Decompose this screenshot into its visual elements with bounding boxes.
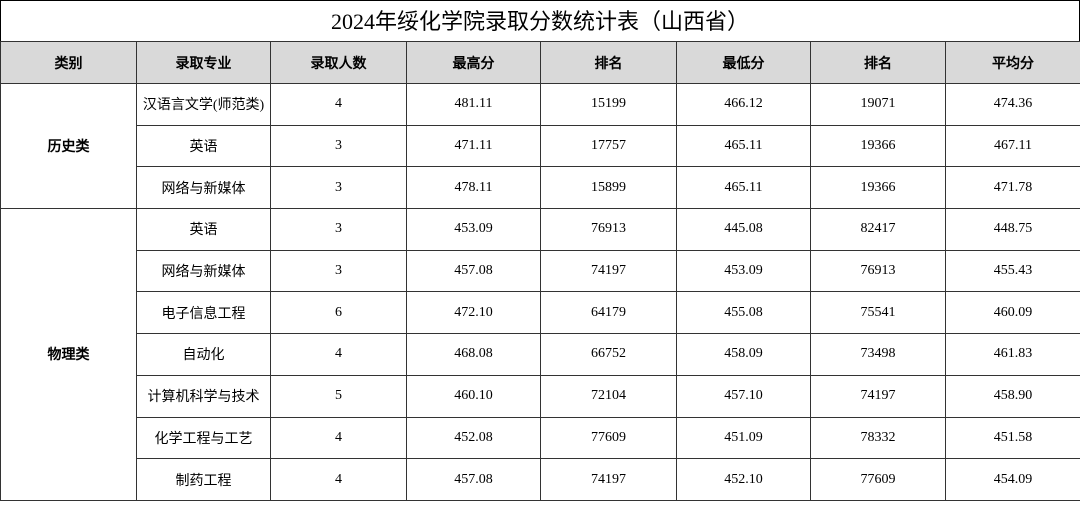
table-cell: 英语 <box>136 124 271 168</box>
column-header: 平均分 <box>945 41 1080 84</box>
table-cell: 452.10 <box>676 458 811 501</box>
table-cell: 15199 <box>540 83 677 126</box>
column-header: 类别 <box>0 41 137 84</box>
table-cell: 478.11 <box>406 166 541 210</box>
score-table: 类别 录取专业 录取人数 最高分 排名 最低分 排名 平均分 历史类 汉语言文学(师范类) 4 48… <box>0 41 1080 501</box>
table-row: 英语 3 471.11 17757 465.11 19366 467.11 <box>1 124 1080 168</box>
table-cell: 454.09 <box>945 458 1080 501</box>
table-cell: 457.10 <box>676 374 811 418</box>
table-cell: 自动化 <box>136 333 271 376</box>
column-header: 排名 <box>810 41 946 84</box>
column-header: 最高分 <box>406 41 541 84</box>
table-row: 物理类 英语 3 453.09 76913 445.08 82417 448.75 <box>0 208 1080 501</box>
table-row: 网络与新媒体 3 478.11 15899 465.11 19366 471.78 <box>1 166 1080 210</box>
table-cell: 73498 <box>810 333 946 376</box>
table-cell: 77609 <box>810 458 946 501</box>
table-cell: 3 <box>270 249 407 293</box>
table-cell: 4 <box>270 333 407 376</box>
table-title: 2024年绥化学院录取分数统计表（山西省） <box>0 0 1080 41</box>
table-row: 制药工程 4 457.08 74197 452.10 77609 454.09 <box>1 458 1080 501</box>
table-cell: 5 <box>270 374 407 418</box>
table-cell: 17757 <box>540 124 677 168</box>
table-cell: 458.90 <box>945 374 1080 418</box>
table-cell: 461.83 <box>945 333 1080 376</box>
table-cell: 英语 <box>136 208 271 251</box>
table-cell: 468.08 <box>406 333 541 376</box>
table-cell: 4 <box>270 83 407 126</box>
table-cell: 74197 <box>540 458 677 501</box>
table-cell: 77609 <box>540 416 677 460</box>
table-cell: 15899 <box>540 166 677 210</box>
table-cell: 4 <box>270 458 407 501</box>
table-cell: 19366 <box>810 166 946 210</box>
table-cell: 网络与新媒体 <box>136 166 271 210</box>
table-cell: 465.11 <box>676 166 811 210</box>
table-body: 历史类 汉语言文学(师范类) 4 481.11 15199 466.12 19071 474.… <box>0 82 1080 501</box>
table-cell: 75541 <box>810 291 946 335</box>
column-header: 排名 <box>540 41 677 84</box>
table-cell: 471.11 <box>406 124 541 168</box>
table-cell: 452.08 <box>406 416 541 460</box>
table-row: 历史类 汉语言文学(师范类) 4 481.11 15199 466.12 19071 474.… <box>0 82 1080 210</box>
table-cell: 445.08 <box>676 208 811 251</box>
table-cell: 465.11 <box>676 124 811 168</box>
table-cell: 6 <box>270 291 407 335</box>
table-cell: 19071 <box>810 83 946 126</box>
table-cell: 74197 <box>810 374 946 418</box>
table-cell: 72104 <box>540 374 677 418</box>
table-cell: 474.36 <box>945 83 1080 126</box>
table-row: 网络与新媒体 3 457.08 74197 453.09 76913 455.43 <box>1 249 1080 293</box>
category-cell: 历史类 <box>0 82 137 210</box>
table-cell: 计算机科学与技术 <box>136 374 271 418</box>
table-cell: 466.12 <box>676 83 811 126</box>
table-cell: 66752 <box>540 333 677 376</box>
column-header: 录取专业 <box>136 41 271 84</box>
table-cell: 458.09 <box>676 333 811 376</box>
table-cell: 472.10 <box>406 291 541 335</box>
table-cell: 化学工程与工艺 <box>136 416 271 460</box>
table-cell: 455.43 <box>945 249 1080 293</box>
table-cell: 64179 <box>540 291 677 335</box>
table-row: 自动化 4 468.08 66752 458.09 73498 461.83 <box>1 333 1080 376</box>
table-cell: 制药工程 <box>136 458 271 501</box>
column-header: 录取人数 <box>270 41 407 84</box>
table-cell: 453.09 <box>676 249 811 293</box>
table-cell: 460.09 <box>945 291 1080 335</box>
table-cell: 电子信息工程 <box>136 291 271 335</box>
table-row: 计算机科学与技术 5 460.10 72104 457.10 74197 458.90 <box>1 374 1080 418</box>
table-cell: 4 <box>270 416 407 460</box>
table-cell: 76913 <box>810 249 946 293</box>
table-row: 化学工程与工艺 4 452.08 77609 451.09 78332 451.58 <box>1 416 1080 460</box>
table-cell: 455.08 <box>676 291 811 335</box>
column-header: 最低分 <box>676 41 811 84</box>
table-cell: 457.08 <box>406 458 541 501</box>
table-cell: 汉语言文学(师范类) <box>136 83 271 126</box>
table-row: 电子信息工程 6 472.10 64179 455.08 75541 460.09 <box>1 291 1080 335</box>
table-cell: 471.78 <box>945 166 1080 210</box>
table-cell: 467.11 <box>945 124 1080 168</box>
table-cell: 3 <box>270 166 407 210</box>
table-cell: 3 <box>270 208 407 251</box>
table-cell: 78332 <box>810 416 946 460</box>
table-cell: 3 <box>270 124 407 168</box>
table-cell: 457.08 <box>406 249 541 293</box>
category-cell: 物理类 <box>0 208 137 501</box>
table-cell: 19366 <box>810 124 946 168</box>
table-cell: 453.09 <box>406 208 541 251</box>
page: 2024年绥化学院录取分数统计表（山西省） 类别 录取专业 录取人数 最高分 排名 最低分… <box>0 0 1080 501</box>
table-cell: 448.75 <box>945 208 1080 251</box>
header-row: 类别 录取专业 录取人数 最高分 排名 最低分 排名 平均分 <box>0 41 1080 84</box>
table-cell: 74197 <box>540 249 677 293</box>
table-cell: 网络与新媒体 <box>136 249 271 293</box>
table-cell: 451.58 <box>945 416 1080 460</box>
table-cell: 76913 <box>540 208 677 251</box>
table-cell: 451.09 <box>676 416 811 460</box>
table-cell: 460.10 <box>406 374 541 418</box>
table-cell: 481.11 <box>406 83 541 126</box>
table-cell: 82417 <box>810 208 946 251</box>
